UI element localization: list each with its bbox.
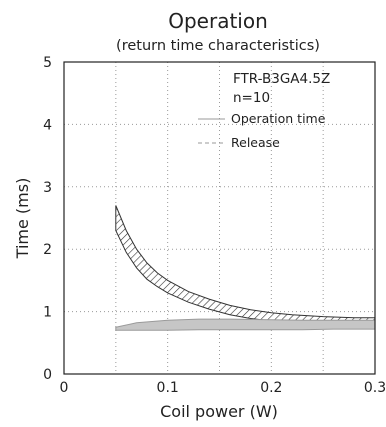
legend-label-operation: Operation time (231, 111, 326, 126)
release-band (115, 318, 375, 331)
y-tick-label: 0 (43, 367, 52, 383)
x-axis-label: Coil power (W) (160, 402, 278, 421)
y-tick-label: 5 (43, 55, 52, 71)
data-bands (115, 205, 375, 331)
x-tick-label: 0.1 (157, 380, 179, 396)
legend: Operation time Release (198, 111, 326, 150)
operation-time-band (115, 205, 375, 327)
y-tick-label: 4 (43, 117, 52, 133)
sample-count-annotation: n=10 (233, 90, 270, 106)
plot-frame (63, 61, 376, 375)
y-tick-label: 1 (43, 305, 52, 321)
y-axis-label: Time (ms) (13, 178, 32, 260)
legend-label-release: Release (231, 135, 280, 150)
x-tick-label: 0.2 (260, 380, 282, 396)
y-tick-label: 3 (43, 180, 52, 196)
chart-subtitle: (return time characteristics) (116, 38, 320, 54)
y-tick-label: 2 (43, 242, 52, 258)
model-annotation: FTR-B3GA4.5Z (233, 71, 330, 87)
chart-title: Operation (168, 9, 268, 33)
tick-labels: 0 0.1 0.2 0.3 0 1 2 3 4 5 (43, 55, 386, 396)
x-tick-label: 0 (60, 380, 69, 396)
x-tick-label: 0.3 (364, 380, 386, 396)
